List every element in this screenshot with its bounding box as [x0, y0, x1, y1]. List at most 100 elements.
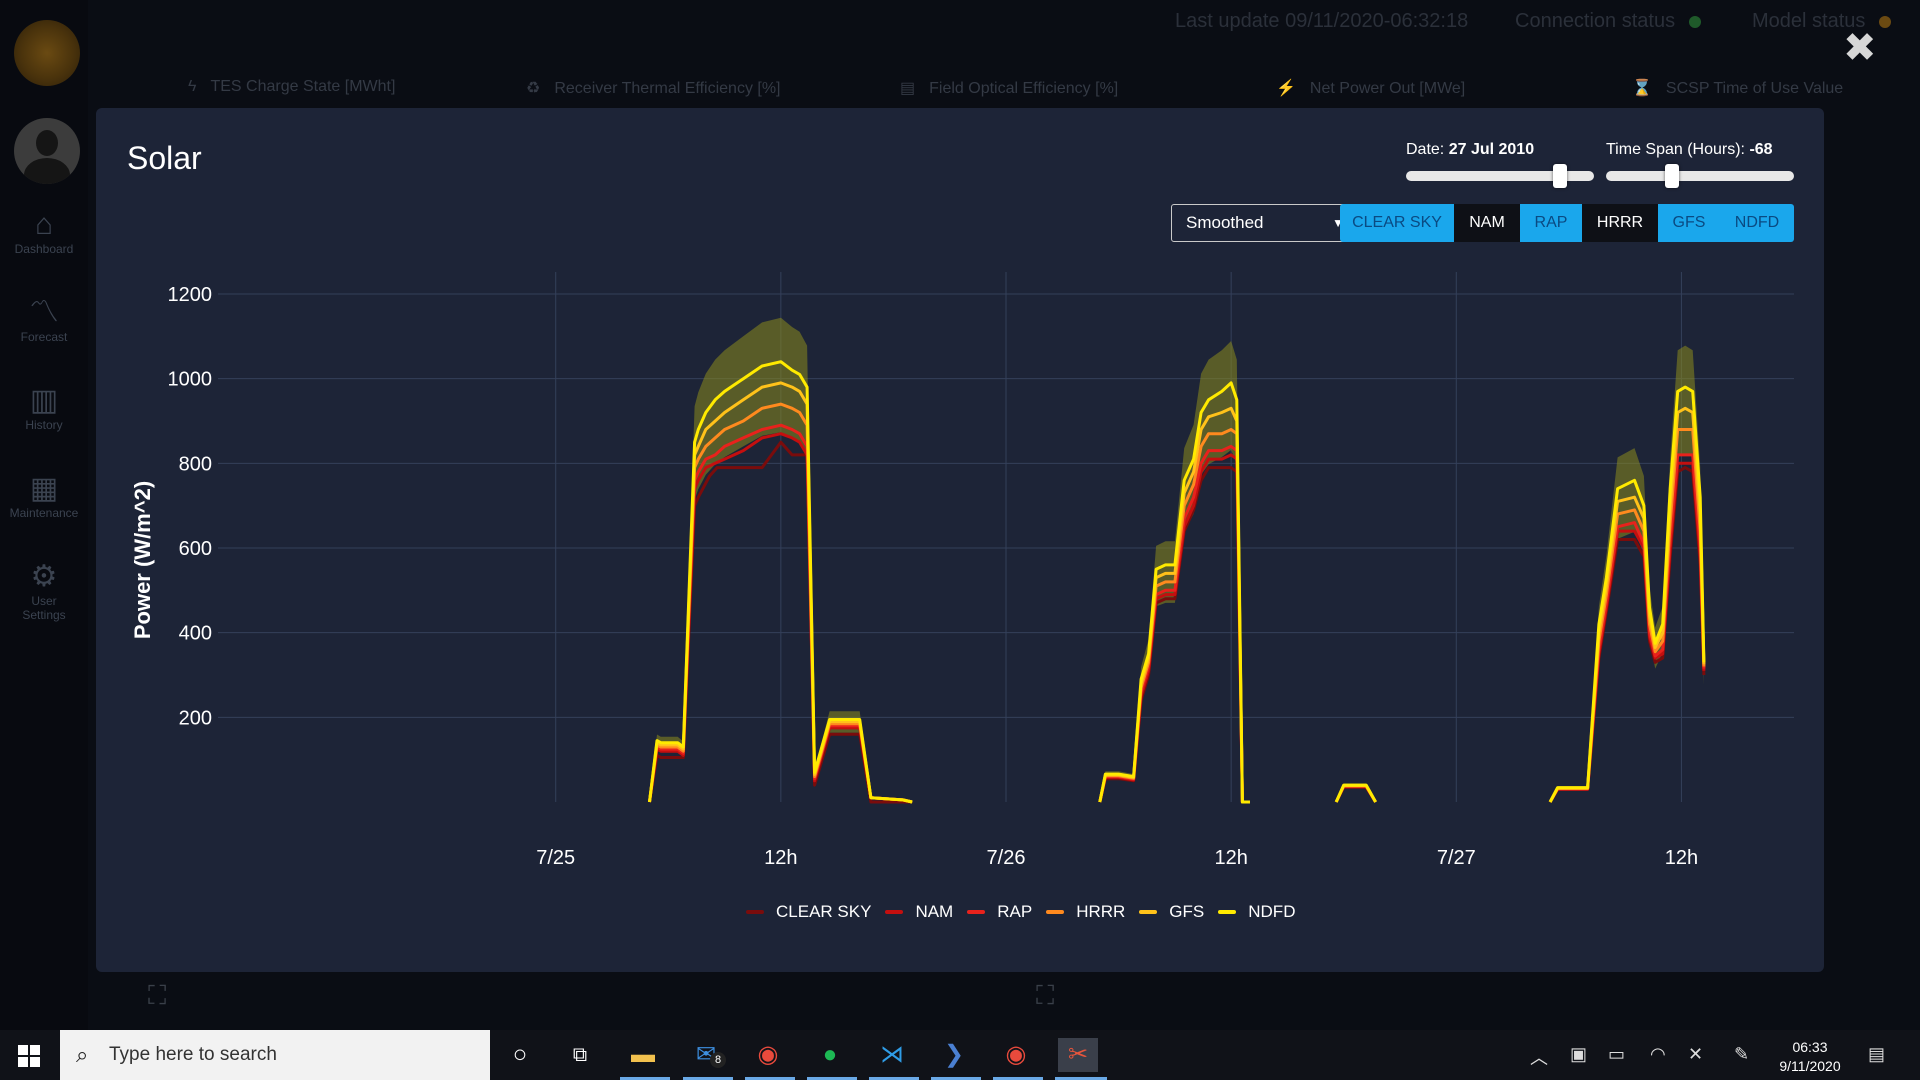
- device-icon[interactable]: ▣: [1570, 1044, 1588, 1064]
- windows-start-icon[interactable]: [18, 1045, 40, 1067]
- legend-item-rap[interactable]: RAP: [967, 902, 1032, 922]
- series-line-ndfd: [648, 360, 913, 804]
- tile-receiver-efficiency[interactable]: ♻ Receiver Thermal Efficiency [%]: [526, 78, 781, 98]
- active-app-indicator: [745, 1077, 795, 1080]
- sidebar-item-dashboard[interactable]: ⌂ Dashboard: [0, 208, 88, 256]
- tile-label: SCSP Time of Use Value: [1665, 80, 1844, 97]
- active-app-indicator: [620, 1077, 670, 1080]
- volume-muted-icon[interactable]: ✕: [1688, 1044, 1704, 1064]
- series-line-ndfd: [1098, 381, 1250, 804]
- pen-icon[interactable]: ✎: [1734, 1044, 1750, 1064]
- cortana-icon[interactable]: ○: [512, 1041, 528, 1068]
- mail-badge: 8: [710, 1052, 726, 1068]
- legend-item-hrrr[interactable]: HRRR: [1046, 902, 1125, 922]
- toggle-clear-sky[interactable]: CLEAR SKY: [1340, 204, 1454, 242]
- sidebar-item-label: Dashboard: [14, 242, 74, 256]
- legend-label: GFS: [1169, 902, 1205, 921]
- span-slider-track[interactable]: [1606, 171, 1794, 181]
- active-app-indicator: [683, 1077, 733, 1080]
- chart-legend: CLEAR SKY NAM RAP HRRR GFS NDFD: [746, 900, 1309, 924]
- series-line-nam: [1098, 453, 1250, 804]
- series-line-hrrr: [1098, 428, 1250, 804]
- toggle-ndfd[interactable]: NDFD: [1720, 204, 1794, 242]
- vscode-icon[interactable]: ⋊: [880, 1041, 904, 1068]
- legend-item-clear-sky[interactable]: CLEAR SKY: [746, 902, 871, 922]
- sidebar-item-forecast[interactable]: 〽 Forecast: [0, 296, 88, 344]
- legend-item-nam[interactable]: NAM: [885, 902, 953, 922]
- screen-icon: ▤: [900, 80, 916, 97]
- sidebar-item-label: Maintenance: [9, 506, 79, 520]
- x-tick-label: 12h: [1214, 847, 1247, 869]
- active-app-indicator: [931, 1077, 981, 1080]
- spotify-icon[interactable]: ●: [822, 1041, 838, 1068]
- clock-date: 9/11/2020: [1779, 1058, 1841, 1074]
- date-slider-track[interactable]: [1406, 171, 1594, 181]
- chrome-icon[interactable]: ◉: [1005, 1041, 1027, 1068]
- connection-status: Connection status: [1515, 10, 1702, 33]
- tile-label: Receiver Thermal Efficiency [%]: [554, 80, 781, 97]
- bolt-icon: ϟ: [188, 78, 197, 95]
- active-app-indicator: [993, 1077, 1043, 1080]
- date-value: 27 Jul 2010: [1448, 141, 1535, 158]
- smoothing-select[interactable]: Smoothed ▼: [1171, 204, 1357, 242]
- span-label: Time Span (Hours):: [1606, 141, 1745, 158]
- close-icon[interactable]: ✖: [1843, 26, 1877, 70]
- tile-net-power[interactable]: ⚡ Net Power Out [MWe]: [1276, 78, 1465, 98]
- clock-time: 06:33: [1792, 1039, 1828, 1055]
- taskbar-clock[interactable]: 06:33 9/11/2020: [1760, 1038, 1860, 1076]
- expand-icon[interactable]: ⛶: [148, 980, 167, 1010]
- tile-label: TES Charge State [MWht]: [210, 78, 396, 95]
- sidebar-item-label: Forecast: [20, 330, 68, 344]
- chrome-icon[interactable]: ◉: [757, 1041, 779, 1068]
- start-pane: [30, 1057, 40, 1067]
- span-value: -68: [1749, 141, 1773, 158]
- x-tick-label: 7/25: [536, 847, 575, 869]
- wifi-icon[interactable]: ◠: [1650, 1044, 1666, 1064]
- mail-icon[interactable]: ✉ 8: [686, 1038, 726, 1072]
- toggle-nam[interactable]: NAM: [1454, 204, 1520, 242]
- series-line-ndfd: [1334, 783, 1377, 803]
- grid-icon: ▦: [29, 472, 59, 505]
- y-tick-label: 600: [179, 538, 212, 560]
- sidebar-item-user-settings[interactable]: ⚙ User Settings: [0, 560, 88, 622]
- y-tick-label: 200: [179, 707, 212, 729]
- legend-swatch: [1139, 910, 1158, 914]
- search-icon: ⌕: [76, 1042, 89, 1067]
- tile-field-optical-efficiency[interactable]: ▤ Field Optical Efficiency [%]: [900, 78, 1118, 98]
- y-tick-label: 400: [179, 623, 212, 645]
- hourglass-icon: ⌛: [1632, 80, 1652, 97]
- sidebar-item-maintenance[interactable]: ▦ Maintenance: [0, 472, 88, 520]
- notifications-icon[interactable]: ▤: [1868, 1044, 1886, 1064]
- model-toggle-group: CLEAR SKY NAM RAP HRRR GFS NDFD: [1340, 204, 1794, 242]
- tile-tou-value[interactable]: ⌛ SCSP Time of Use Value: [1632, 78, 1843, 98]
- legend-label: HRRR: [1076, 902, 1126, 921]
- chevron-up-icon[interactable]: ︿: [1530, 1048, 1548, 1068]
- series-line-ndfd: [1548, 385, 1706, 803]
- recycle-icon: ♻: [526, 80, 541, 97]
- span-slider-handle[interactable]: [1664, 164, 1679, 188]
- powershell-icon[interactable]: ❯: [943, 1041, 965, 1068]
- connection-status-dot: [1689, 15, 1702, 28]
- sidebar: ⌂ Dashboard 〽 Forecast ▥ History ▦ Maint…: [0, 0, 88, 1030]
- sidebar-item-history[interactable]: ▥ History: [0, 384, 88, 432]
- legend-item-ndfd[interactable]: NDFD: [1218, 902, 1295, 922]
- tile-tes-charge[interactable]: ϟ TES Charge State [MWht]: [188, 78, 395, 96]
- series-line-rap: [1098, 444, 1250, 804]
- legend-item-gfs[interactable]: GFS: [1139, 902, 1204, 922]
- user-avatar[interactable]: [14, 118, 80, 184]
- x-tick-label: 12h: [1665, 847, 1698, 869]
- toggle-hrrr[interactable]: HRRR: [1582, 204, 1658, 242]
- solar-modal: Solar Date: 27 Jul 2010 Time Span (Hours…: [96, 108, 1824, 972]
- app-icon[interactable]: ✂: [1058, 1038, 1098, 1072]
- toggle-rap[interactable]: RAP: [1520, 204, 1582, 242]
- battery-icon[interactable]: ▭: [1608, 1044, 1626, 1064]
- start-pane: [30, 1045, 40, 1055]
- toggle-gfs[interactable]: GFS: [1658, 204, 1720, 242]
- series-line-clear-sky: [1098, 466, 1250, 804]
- y-tick-label: 1000: [168, 369, 213, 391]
- date-slider-handle[interactable]: [1553, 164, 1568, 188]
- taskbar-search-box[interactable]: ⌕ Type here to search: [60, 1030, 490, 1080]
- expand-icon[interactable]: ⛶: [1036, 980, 1055, 1010]
- task-view-icon[interactable]: ⧉: [572, 1044, 588, 1066]
- file-explorer-icon[interactable]: ▬: [631, 1041, 655, 1068]
